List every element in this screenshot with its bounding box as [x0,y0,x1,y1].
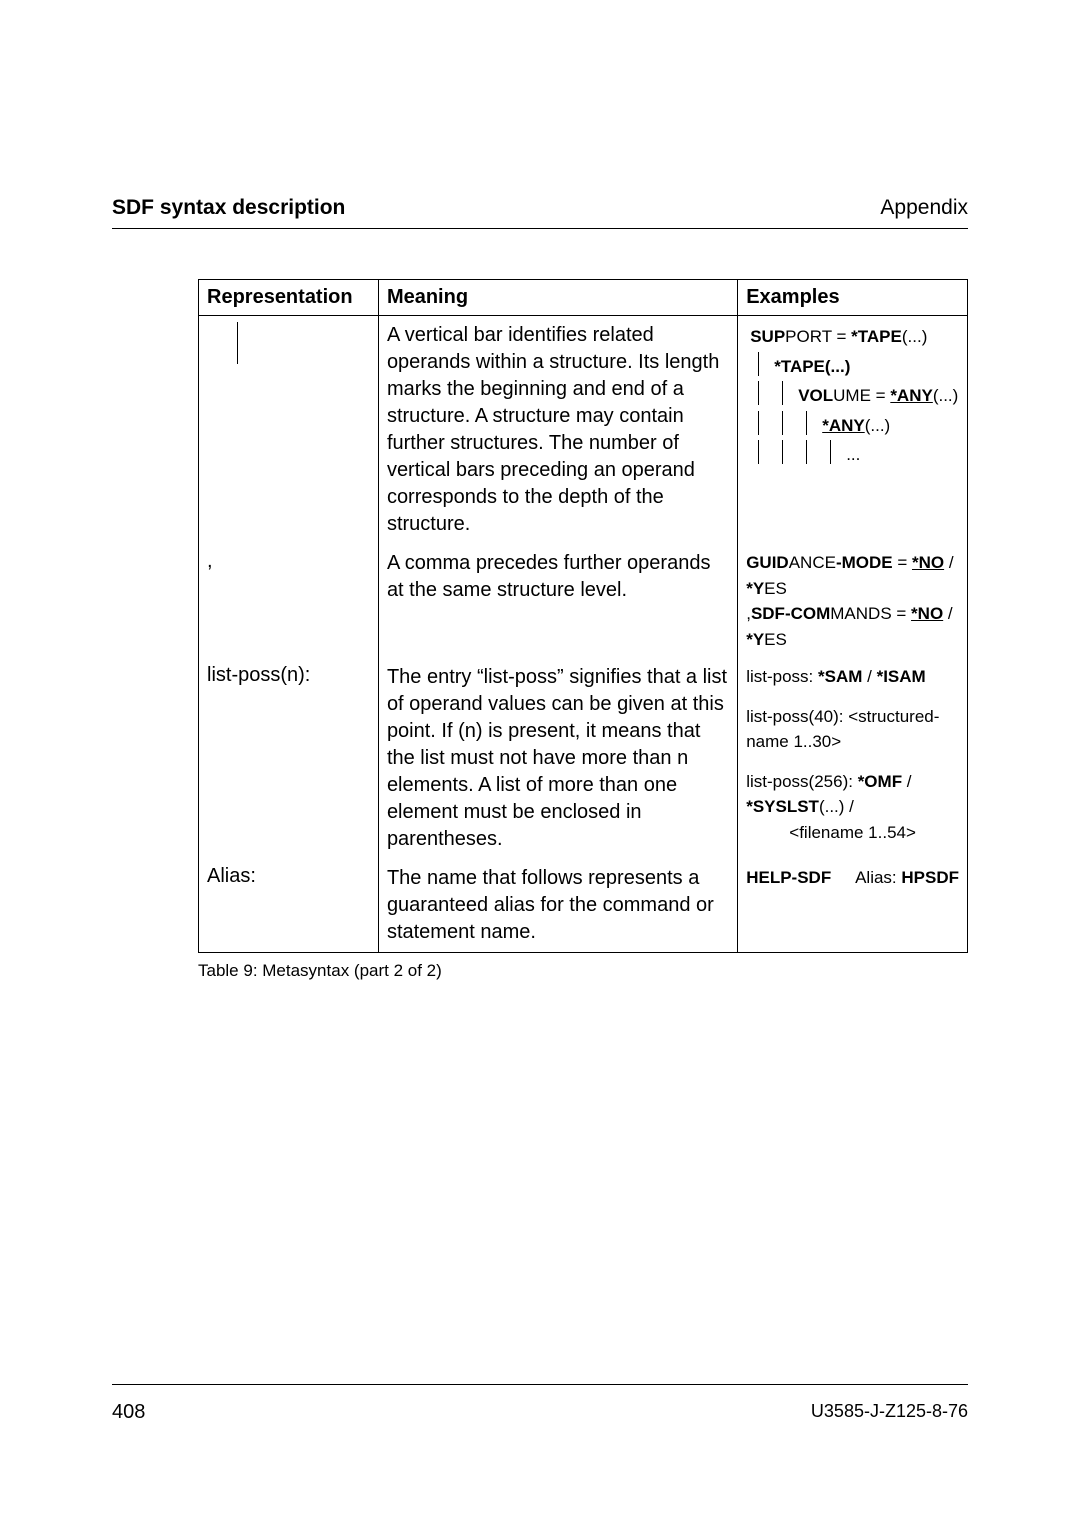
col-representation: Representation [199,280,379,316]
ex-text: (...) [865,416,891,435]
ex-text: = [893,553,912,572]
table-row: , A comma precedes further operands at t… [199,544,968,658]
ex-text: / [943,604,952,623]
ex-text: list-poss: [746,667,818,686]
col-meaning: Meaning [378,280,737,316]
ex-text: ... [846,445,860,464]
ex-text: ES [764,630,787,649]
doc-id: U3585-J-Z125-8-76 [811,1401,968,1424]
ex-text: *TAPE(...) [774,357,850,376]
ex-text: / [862,667,876,686]
repr-comma: , [199,544,379,658]
repr-alias: Alias: [199,859,379,953]
ex-text: Alias: [855,868,901,887]
ex-text: VOL [798,386,833,405]
ex-text: *Y [746,579,764,598]
table-row: list-poss(n): The entry “list-poss” sign… [199,658,968,859]
table-row: Alias: The name that follows represents … [199,859,968,953]
ex-text: PORT = [785,327,851,346]
ex-text: *ANY [890,386,933,405]
ex-text: (...) / [819,797,854,816]
header-right: Appendix [880,196,968,220]
page-header: SDF syntax description Appendix [112,196,968,229]
table-caption: Table 9: Metasyntax (part 2 of 2) [198,961,968,981]
ex-text: list-poss(256): [746,772,857,791]
metasyntax-table: Representation Meaning Examples A vertic… [198,279,968,953]
meaning-alias: The name that follows represents a guara… [378,859,737,953]
example-alias: HELP-SDF Alias: HPSDF [738,859,968,953]
ex-text: / [902,772,911,791]
ex-text: *TAPE [851,327,902,346]
ex-text: GUID [746,553,789,572]
ex-text: list-poss(40): <structured-name 1..30> [746,707,939,752]
page: SDF syntax description Appendix Represen… [0,0,1080,1528]
col-examples: Examples [738,280,968,316]
ex-text: ANCE [789,553,836,572]
repr-vbar [199,316,379,545]
example-vbar: SUPPORT = *TAPE(...) *TAPE(...) [738,316,968,545]
table-row: A vertical bar identifies related operan… [199,316,968,545]
ex-text: *ISAM [877,667,926,686]
ex-text: HPSDF [901,868,959,887]
vertical-bar-icon [237,322,238,364]
example-listposs: list-poss: *SAM / *ISAM list-poss(40): <… [738,658,968,859]
example-comma: GUIDANCE-MODE = *NO / *YES ,SDF-COMMANDS… [738,544,968,658]
ex-text: UME = [833,386,890,405]
ex-text: *ANY [822,416,865,435]
ex-text: SUP [750,327,785,346]
ex-text: *OMF [858,772,902,791]
repr-listposs: list-poss(n): [199,658,379,859]
ex-text: (...) [933,386,959,405]
ex-text: *Y [746,630,764,649]
header-left: SDF syntax description [112,196,345,220]
ex-text: *NO [912,553,944,572]
meaning-listposs: The entry “list-poss” signifies that a l… [378,658,737,859]
meaning-comma: A comma precedes further operands at the… [378,544,737,658]
ex-text: HELP-SDF [746,865,831,891]
ex-text: *SYSLST [746,797,819,816]
table-header-row: Representation Meaning Examples [199,280,968,316]
ex-text: <filename 1..54> [789,823,916,842]
ex-text: *SAM [818,667,862,686]
ex-text: -MODE [836,553,893,572]
meaning-vbar: A vertical bar identifies related operan… [378,316,737,545]
ex-text: SDF-COM [751,604,830,623]
ex-text: / [944,553,953,572]
ex-text: MANDS = [830,604,911,623]
ex-text: (...) [902,327,928,346]
page-footer: 408 U3585-J-Z125-8-76 [112,1384,968,1424]
ex-text: *NO [911,604,943,623]
ex-text: ES [764,579,787,598]
page-number: 408 [112,1401,145,1424]
